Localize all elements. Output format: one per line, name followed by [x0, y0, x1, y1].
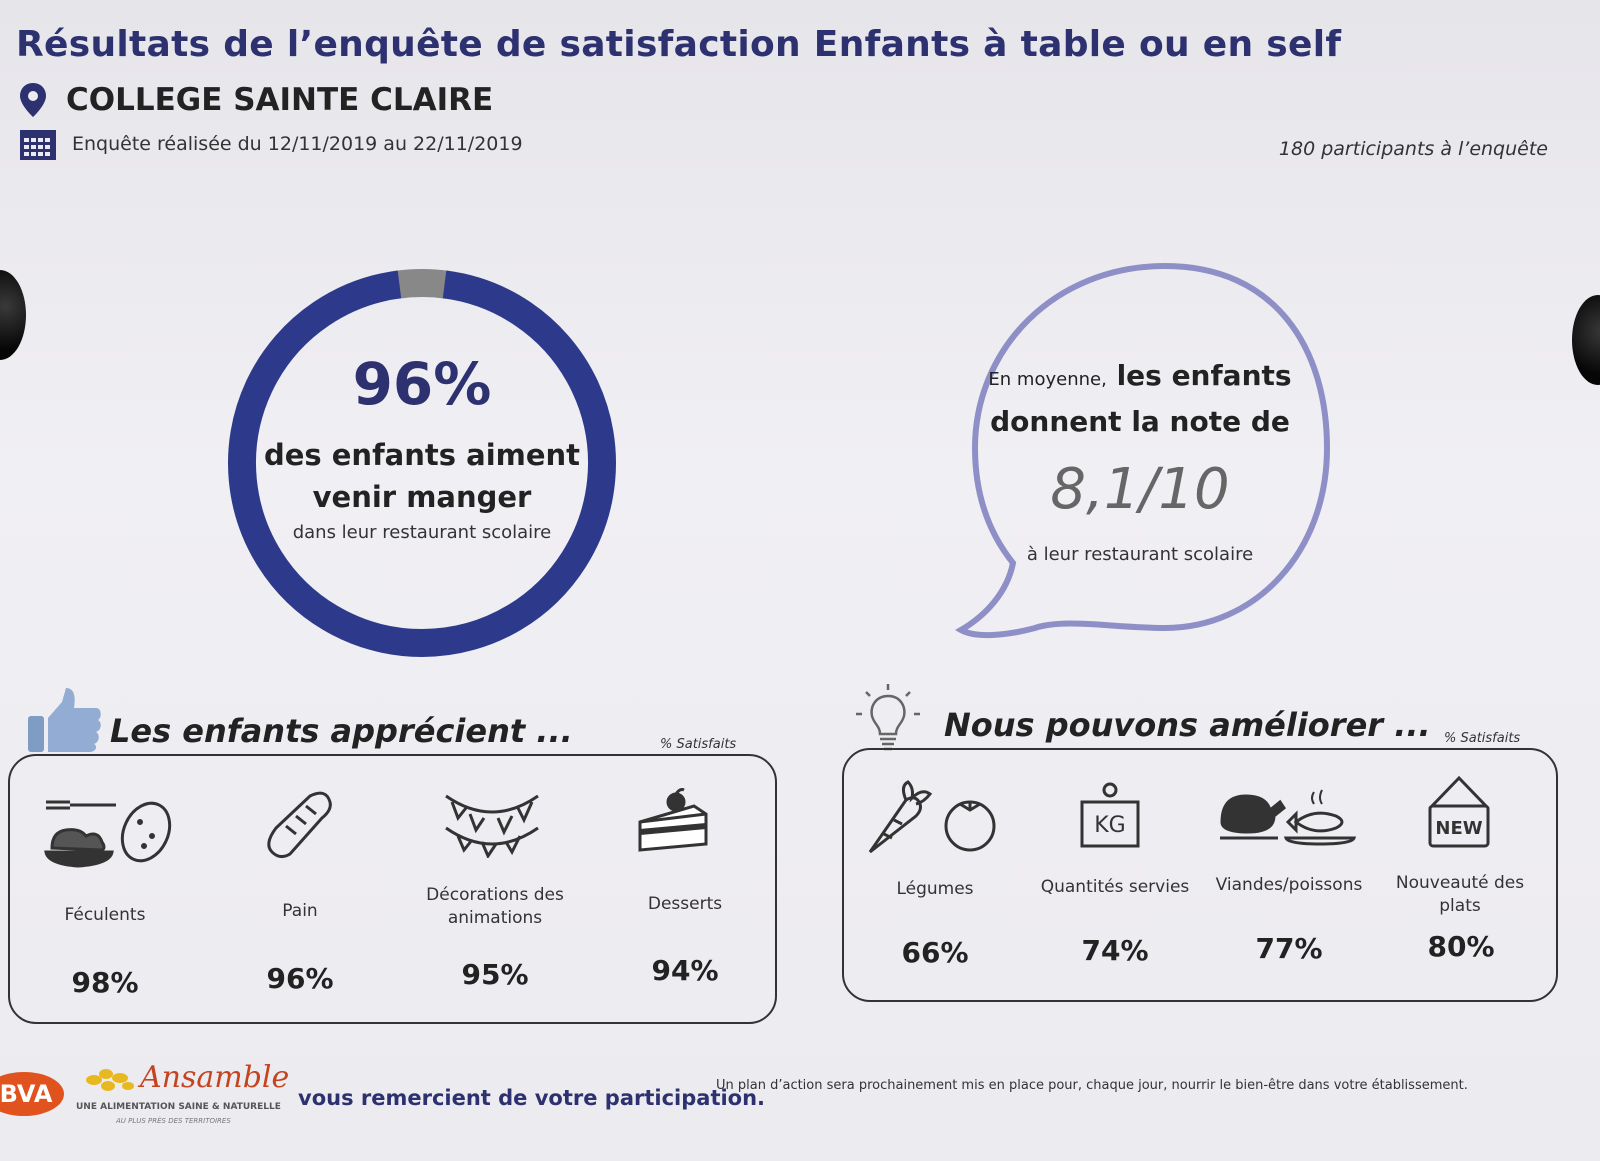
bubble-bold-2: donnent la note de — [990, 405, 1290, 438]
appreciate-item-pain: Pain — [240, 900, 360, 923]
ansamble-logo-text: Ansamble — [140, 1060, 290, 1095]
bread-icon — [267, 791, 332, 859]
meat-fish-icon — [1220, 789, 1357, 846]
cake-icon — [638, 788, 708, 852]
item-label: Viandes/poissons — [1215, 875, 1363, 895]
calendar-icon — [20, 130, 56, 160]
ansamble-flower-icon — [86, 1069, 134, 1091]
item-label: Légumes — [896, 879, 974, 899]
bubble-text: En moyenne, les enfants donnent la note … — [985, 355, 1295, 565]
appreciate-pct-pain: 96% — [240, 962, 360, 995]
appreciate-item-desserts: Desserts — [620, 893, 750, 916]
appreciate-item-feculents: Féculents — [40, 904, 170, 927]
improve-item-viandes: Viandes/poissons — [1214, 874, 1364, 897]
improve-pct-quantites: 74% — [1060, 934, 1170, 967]
ring-rest-segment — [394, 269, 450, 299]
bva-logo: BVA — [0, 1072, 64, 1116]
school-name: COLLEGE SAINTE CLAIRE — [66, 82, 494, 118]
appreciate-heading: Les enfants apprécient ... — [110, 712, 573, 750]
magnet-left — [0, 270, 26, 360]
footer-note: Un plan d’action sera prochainement mis … — [716, 1078, 1468, 1093]
lightbulb-icon — [856, 684, 920, 751]
satisfaction-ring — [228, 269, 616, 657]
improve-pct-viandes: 77% — [1234, 932, 1344, 965]
item-percent: 74% — [1081, 934, 1149, 967]
dates-row: Enquête réalisée du 12/11/2019 au 22/11/… — [18, 126, 523, 162]
item-label: Nouveauté des plats — [1395, 873, 1525, 916]
footer-thanks: vous remercient de votre participation. — [298, 1086, 766, 1110]
item-percent: 95% — [461, 958, 529, 991]
item-label: Décorations des animations — [426, 885, 564, 928]
item-percent: 77% — [1255, 932, 1323, 965]
item-label: Pain — [282, 901, 318, 921]
ring-main-segment — [228, 270, 616, 657]
participants-count: 180 participants à l’enquête — [1278, 138, 1548, 160]
new-text: NEW — [1435, 818, 1482, 839]
improve-item-legumes: Légumes — [880, 878, 990, 901]
item-label: Féculents — [64, 905, 146, 925]
improve-pct-nouveaute: 80% — [1406, 930, 1516, 963]
bunting-icon — [445, 794, 539, 858]
improve-sat-label: % Satisfaits — [1444, 731, 1521, 746]
bubble-line-1: En moyenne, les enfants — [985, 355, 1295, 401]
ansamble-tagline: UNE ALIMENTATION SAINE & NATURELLE — [76, 1102, 281, 1112]
average-score: 8,1/10 — [1050, 457, 1230, 522]
location-pin-icon — [20, 83, 46, 117]
appreciate-pct-decorations: 95% — [430, 958, 560, 991]
improve-pct-legumes: 66% — [880, 936, 990, 969]
vegetables-icon — [868, 780, 996, 854]
bubble-bold-1: les enfants — [1116, 359, 1292, 392]
item-percent: 98% — [71, 966, 139, 999]
bubble-intro: En moyenne, — [988, 369, 1107, 390]
speech-bubble — [955, 262, 1331, 639]
weight-kg-icon: KG — [1080, 782, 1140, 848]
appreciate-pct-feculents: 98% — [40, 966, 170, 999]
item-label: Quantités servies — [1040, 877, 1190, 897]
improve-item-quantites: Quantités servies — [1040, 876, 1190, 899]
appreciate-item-decorations: Décorations des animations — [420, 884, 570, 930]
appreciate-pct-desserts: 94% — [620, 954, 750, 987]
appreciate-sat-label: % Satisfaits — [660, 737, 737, 752]
bubble-sub: à leur restaurant scolaire — [1026, 544, 1254, 565]
pasta-potato-icon — [44, 800, 172, 868]
item-percent: 66% — [901, 936, 969, 969]
svg-text:BVA: BVA — [0, 1080, 53, 1108]
improve-heading: Nous pouvons améliorer ... — [944, 706, 1431, 744]
kg-text: KG — [1094, 813, 1125, 838]
ring-percent: 96% — [352, 350, 492, 418]
ring-line-2: venir manger — [312, 480, 532, 514]
improve-item-nouveaute: Nouveauté des plats — [1380, 872, 1540, 918]
ansamble-subtagline: AU PLUS PRÈS DES TERRITOIRES — [116, 1117, 231, 1125]
item-percent: 80% — [1427, 930, 1495, 963]
item-percent: 96% — [266, 962, 334, 995]
survey-dates: Enquête réalisée du 12/11/2019 au 22/11/… — [72, 133, 523, 155]
ring-line-1: des enfants aiment — [263, 438, 581, 472]
school-row: COLLEGE SAINTE CLAIRE — [18, 80, 493, 120]
item-percent: 94% — [651, 954, 719, 987]
improve-box — [842, 748, 1558, 1002]
new-sign-icon: NEW — [1428, 776, 1490, 848]
magnet-right — [1572, 295, 1600, 385]
ring-line-3: dans leur restaurant scolaire — [292, 522, 552, 543]
item-label: Desserts — [647, 894, 723, 914]
appreciate-box — [8, 754, 777, 1024]
page-title: Résultats de l’enquête de satisfaction E… — [16, 24, 1342, 65]
thumbs-up-icon — [28, 688, 101, 752]
